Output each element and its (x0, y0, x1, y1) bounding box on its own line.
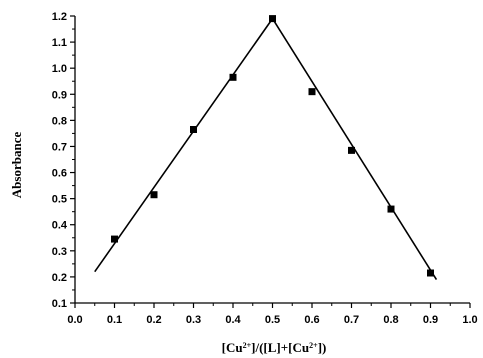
x-tick-label: 0.8 (383, 314, 398, 326)
tick-labels: 0.0 0.1 0.2 0.3 0.4 0.5 0.6 0.7 0.8 0.9 1.00.10.20… (52, 11, 478, 326)
x-tick-label: 0.4 (225, 314, 241, 326)
y-tick-label: 0.9 (52, 89, 67, 101)
x-tick-label: 0.9 (423, 314, 438, 326)
x-tick-label: 0.7 (344, 314, 359, 326)
x-axis-label-superscript: 2+ (243, 341, 252, 350)
x-tick-label: 0.5 (265, 314, 280, 326)
y-tick-label: 1.2 (52, 11, 67, 23)
x-axis-label-superscript: 2+ (309, 341, 318, 350)
y-tick-label: 0.8 (52, 115, 67, 127)
x-tick-label: 0.6 (304, 314, 319, 326)
data-points (111, 15, 434, 277)
data-point (190, 125, 197, 133)
fit-line (94, 18, 274, 273)
y-tick-label: 0.6 (52, 168, 67, 180)
x-tick-label: 0.2 (146, 314, 161, 326)
y-tick-label: 0.1 (52, 298, 67, 310)
y-tick-label: 0.7 (52, 141, 67, 153)
data-point (387, 205, 395, 213)
x-tick-label: 1.0 (462, 314, 477, 326)
data-point (111, 235, 118, 243)
x-axis-label-part: ]) (318, 340, 327, 355)
x-axis-label: [Cu2+]/([L]+[Cu2+]) (222, 340, 327, 355)
x-axis-label-part: ]/([L]+[Cu (251, 340, 309, 355)
y-tick-label: 1.0 (52, 63, 67, 75)
data-point (427, 269, 434, 277)
data-point (308, 88, 316, 96)
y-axis-label: Absorbance (9, 132, 24, 199)
data-point (269, 15, 276, 23)
x-tick-label: 0.3 (186, 314, 201, 326)
x-tick-label: 0.0 (67, 314, 82, 326)
y-tick-label: 0.5 (52, 194, 67, 206)
y-tick-label: 0.4 (52, 220, 68, 232)
data-point (150, 191, 158, 199)
x-tick-label: 0.1 (107, 314, 122, 326)
data-point (229, 73, 237, 81)
y-tick-label: 0.2 (52, 272, 67, 284)
y-tick-label: 1.1 (52, 37, 67, 49)
data-point (348, 146, 355, 154)
x-axis-label-part: [Cu (222, 340, 243, 355)
y-tick-label: 0.3 (52, 246, 67, 258)
axes (70, 15, 471, 308)
fit-lines (94, 18, 438, 280)
